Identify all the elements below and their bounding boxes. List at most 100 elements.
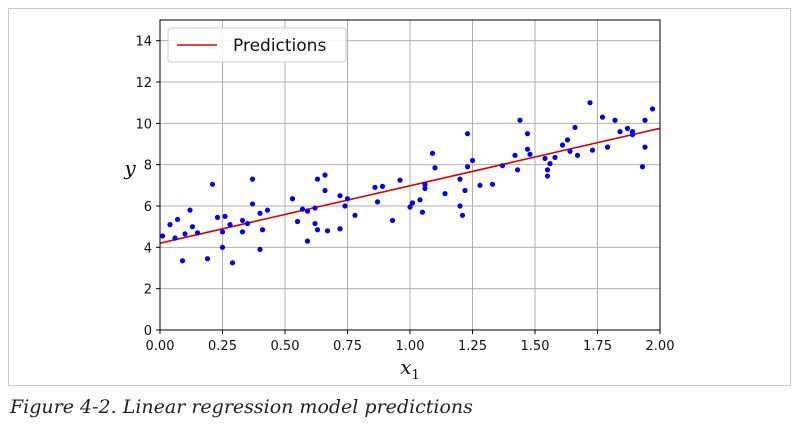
- data-point: [219, 244, 226, 250]
- data-point: [294, 218, 301, 225]
- x-tick-label: 1.50: [521, 339, 550, 354]
- data-point: [422, 181, 428, 187]
- data-point: [312, 220, 318, 227]
- data-point: [214, 214, 221, 220]
- legend: Predictions: [167, 27, 347, 63]
- data-point: [222, 213, 228, 219]
- data-point: [517, 117, 523, 123]
- data-point: [422, 185, 428, 192]
- data-point: [559, 142, 566, 148]
- data-point: [544, 167, 551, 173]
- data-point: [239, 217, 246, 224]
- data-point: [574, 152, 581, 158]
- data-point: [219, 229, 226, 235]
- data-point: [189, 224, 196, 230]
- y-tick-label: 10: [135, 117, 152, 132]
- data-point: [174, 216, 181, 223]
- y-tick-label: 8: [144, 159, 152, 174]
- data-point: [374, 199, 381, 205]
- data-point: [552, 154, 558, 161]
- x-tick-label: 2.00: [646, 339, 675, 354]
- y-tick-label: 12: [135, 76, 152, 91]
- data-point: [204, 256, 211, 262]
- data-point: [179, 258, 186, 264]
- data-point: [182, 231, 188, 237]
- data-point: [314, 176, 321, 182]
- data-point: [589, 147, 596, 153]
- data-point: [499, 163, 506, 169]
- data-point: [187, 207, 193, 213]
- data-point: [417, 197, 423, 203]
- scatter-points: [159, 100, 656, 266]
- data-point: [542, 155, 548, 162]
- data-point: [352, 212, 358, 218]
- x-axis-label-subscript: 1: [412, 368, 420, 383]
- data-point: [249, 176, 256, 182]
- data-point: [462, 187, 468, 194]
- y-tick-label: 14: [135, 35, 152, 50]
- predictions-line: [159, 127, 661, 244]
- x-axis-label-base: x: [400, 355, 411, 379]
- data-point: [289, 196, 296, 202]
- data-point: [344, 196, 351, 202]
- y-axis-label: y: [123, 156, 136, 180]
- data-point: [642, 144, 648, 150]
- data-point: [432, 165, 438, 171]
- data-point: [159, 233, 166, 239]
- x-tick-label: 1.00: [396, 339, 425, 354]
- data-point: [599, 114, 606, 120]
- figure-caption: Figure 4-2. Linear regression model pred…: [10, 396, 473, 418]
- data-point: [239, 229, 246, 235]
- chart-area: 0.00 0.25 0.50 0.75 1.00 1.25 1.50 1.75 2.00 0 2 4 6…: [123, 19, 674, 383]
- data-point: [547, 161, 553, 167]
- data-point: [322, 172, 328, 178]
- grid: [159, 20, 661, 331]
- data-point: [379, 183, 386, 189]
- data-point: [459, 212, 466, 218]
- data-point: [642, 117, 648, 123]
- data-point: [587, 100, 593, 106]
- y-tick-label: 6: [144, 200, 152, 215]
- data-point: [612, 117, 618, 123]
- data-point: [259, 227, 266, 233]
- data-point: [312, 205, 318, 211]
- data-point: [397, 177, 403, 183]
- data-point: [314, 227, 321, 233]
- data-point: [257, 210, 263, 216]
- data-point: [244, 220, 251, 227]
- data-point: [442, 191, 448, 197]
- y-tick-label: 2: [144, 283, 152, 298]
- data-point: [477, 182, 483, 188]
- data-point: [172, 235, 178, 241]
- data-point: [624, 125, 631, 132]
- data-point: [342, 203, 348, 209]
- data-point: [419, 209, 426, 215]
- data-point: [489, 181, 496, 187]
- y-tick-label: 0: [144, 324, 152, 339]
- data-point: [604, 144, 611, 150]
- data-point: [649, 106, 656, 112]
- axis-ticks: 0.00 0.25 0.50 0.75 1.00 1.25 1.50 1.75 2.00 0 2 4 6…: [135, 35, 674, 354]
- data-point: [167, 222, 173, 228]
- data-point: [194, 230, 201, 236]
- data-point: [464, 131, 471, 137]
- data-point: [209, 181, 216, 187]
- x-tick-label: 0.25: [208, 339, 237, 354]
- x-tick-label: 0.50: [271, 339, 300, 354]
- data-point: [457, 203, 463, 209]
- data-point: [464, 164, 471, 170]
- x-axis-label: x1: [400, 355, 420, 383]
- x-tick-label: 1.25: [458, 339, 487, 354]
- data-point: [337, 226, 343, 232]
- data-point: [257, 246, 263, 252]
- data-point: [544, 173, 551, 179]
- data-point: [304, 238, 311, 244]
- data-point: [299, 206, 306, 212]
- data-point: [457, 176, 463, 182]
- legend-label-predictions: Predictions: [233, 36, 326, 56]
- data-point: [372, 184, 378, 190]
- data-point: [409, 200, 416, 206]
- data-point: [514, 167, 521, 173]
- data-point: [524, 131, 531, 137]
- data-point: [337, 193, 343, 199]
